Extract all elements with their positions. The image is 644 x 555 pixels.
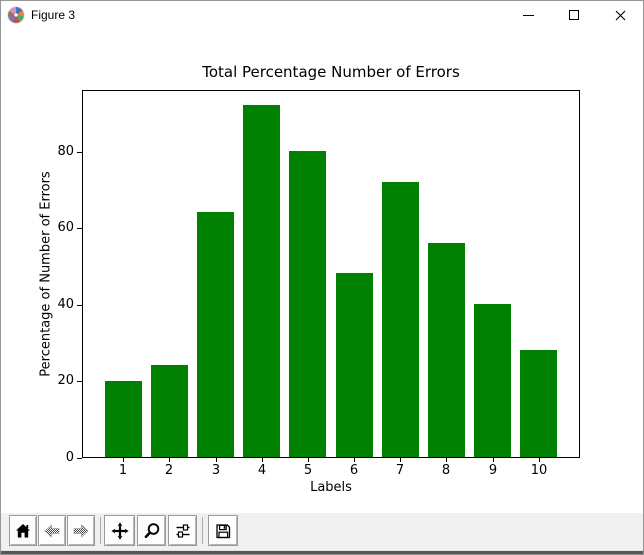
x-tick-label: 9 <box>488 463 498 478</box>
bar <box>289 151 327 457</box>
maximize-icon <box>569 10 579 20</box>
pan-icon <box>110 521 129 540</box>
plot-area <box>82 90 580 458</box>
y-tick-label: 60 <box>57 220 74 235</box>
forward-button[interactable] <box>67 515 95 546</box>
x-tick-label: 7 <box>395 463 405 478</box>
y-tick-mark <box>77 458 82 459</box>
x-tick-mark <box>216 458 217 462</box>
bar <box>150 365 188 457</box>
forward-icon <box>73 523 89 538</box>
title-bar[interactable]: Figure 3 <box>1 1 643 29</box>
save-button[interactable] <box>208 515 238 546</box>
y-tick-label: 80 <box>57 144 74 159</box>
y-axis-label: Percentage of Number of Errors <box>38 171 54 377</box>
close-button[interactable] <box>597 1 643 29</box>
x-tick-mark <box>262 458 263 462</box>
toolbar-separator <box>202 517 203 544</box>
back-button[interactable] <box>38 515 66 546</box>
window-title: Figure 3 <box>31 8 76 22</box>
back-icon <box>44 523 60 538</box>
x-tick-label: 5 <box>303 463 313 478</box>
window-controls <box>505 1 643 29</box>
bar <box>104 380 142 457</box>
home-button[interactable] <box>9 515 37 546</box>
x-tick-mark <box>493 458 494 462</box>
x-tick-mark <box>400 458 401 462</box>
subplots-sliders-icon <box>176 523 189 538</box>
y-tick-label: 0 <box>65 450 74 465</box>
maximize-button[interactable] <box>551 1 597 29</box>
home-icon <box>16 523 30 537</box>
x-tick-label: 8 <box>441 463 451 478</box>
y-tick-mark <box>77 381 82 382</box>
configure-subplots-button[interactable] <box>168 515 197 546</box>
x-tick-label: 3 <box>211 463 221 478</box>
close-icon <box>615 10 625 20</box>
bar <box>335 273 373 457</box>
y-tick-mark <box>77 305 82 306</box>
x-tick-label: 10 <box>530 463 548 478</box>
save-icon <box>216 523 231 538</box>
zoom-to-rect-button[interactable] <box>137 515 166 546</box>
zoom-icon <box>144 522 159 538</box>
x-tick-mark <box>308 458 309 462</box>
x-tick-label: 6 <box>349 463 359 478</box>
minimize-icon <box>522 14 534 16</box>
bar <box>520 349 558 457</box>
x-tick-label: 1 <box>118 463 128 478</box>
x-tick-label: 4 <box>257 463 267 478</box>
x-tick-mark <box>169 458 170 462</box>
x-axis-label: Labels <box>310 480 352 495</box>
x-tick-mark <box>446 458 447 462</box>
figure-canvas[interactable]: Total Percentage Number of Errors Percen… <box>1 29 643 513</box>
window-resize-border[interactable] <box>1 551 643 554</box>
x-tick-label: 2 <box>164 463 174 478</box>
x-tick-mark <box>123 458 124 462</box>
bar <box>243 105 281 457</box>
minimize-button[interactable] <box>505 1 551 29</box>
y-tick-label: 40 <box>57 297 74 312</box>
y-tick-mark <box>77 152 82 153</box>
toolbar-separator <box>100 517 101 544</box>
window-bottom-edge <box>1 550 643 551</box>
chart-title: Total Percentage Number of Errors <box>202 63 460 81</box>
bar <box>474 304 512 457</box>
bar <box>197 212 235 457</box>
y-tick-mark <box>77 228 82 229</box>
x-tick-mark <box>354 458 355 462</box>
bar <box>381 181 419 457</box>
navigation-toolbar <box>1 513 643 550</box>
pan-button[interactable] <box>104 515 135 546</box>
matplotlib-logo-icon <box>8 7 24 23</box>
x-tick-mark <box>539 458 540 462</box>
y-tick-label: 20 <box>57 373 74 388</box>
bar <box>428 242 465 457</box>
